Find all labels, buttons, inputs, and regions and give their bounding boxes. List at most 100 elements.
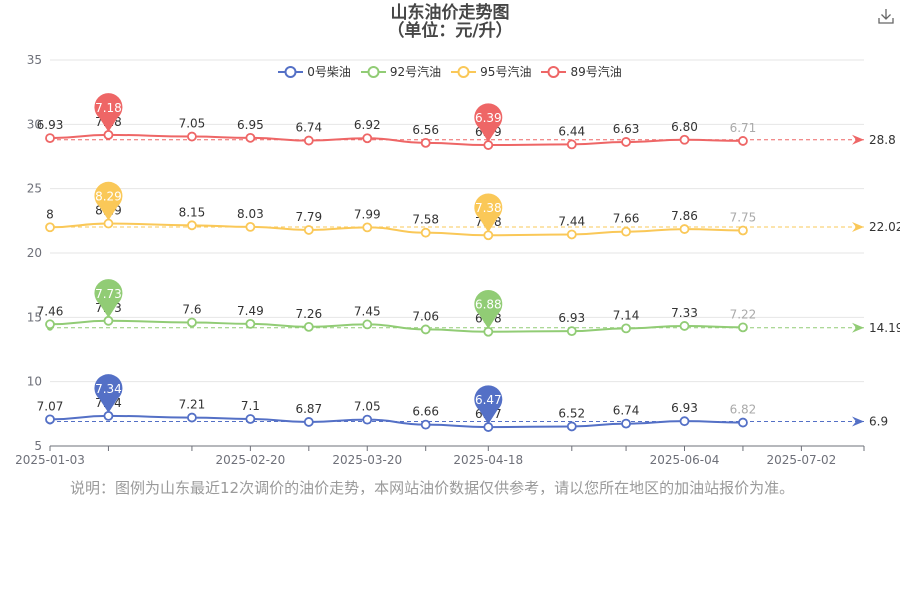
x-tick-label: 2025-03-20 [332, 453, 402, 467]
data-label: 6.93 [37, 118, 64, 132]
data-point [103, 410, 114, 421]
data-point [303, 417, 314, 427]
x-tick-label: 2025-04-18 [453, 453, 523, 467]
average-line-arrow [852, 416, 864, 427]
min-pin-label: 6.88 [475, 298, 502, 312]
data-point [679, 321, 690, 331]
data-label: 6.63 [613, 122, 640, 136]
max-pin [94, 93, 123, 132]
data-label: 6.82 [730, 403, 757, 417]
data-label: 7.99 [354, 207, 381, 221]
min-pin-label: 6.47 [475, 393, 502, 407]
data-point [738, 136, 748, 146]
data-label: 6.80 [671, 120, 698, 134]
data-point [566, 421, 577, 432]
data-point [420, 419, 431, 430]
legend-item[interactable]: 89号汽油 [541, 63, 622, 80]
data-label: 6.71 [730, 121, 757, 135]
data-point [362, 414, 373, 425]
data-point [420, 227, 431, 238]
data-point [303, 135, 314, 146]
average-line-arrow [852, 222, 864, 233]
data-point [362, 319, 373, 330]
data-label: 6.93 [558, 311, 585, 325]
y-tick-label: 25 [27, 182, 42, 196]
min-pin [474, 385, 503, 425]
data-label: 7.21 [179, 398, 206, 412]
max-pin [94, 374, 123, 413]
data-point [103, 315, 114, 326]
data-label: 6.74 [295, 121, 322, 135]
data-point [187, 412, 197, 423]
legend: 0号柴油 92号汽油 95号汽油 89号汽油 [0, 63, 900, 82]
data-point [420, 137, 431, 148]
data-point [245, 318, 256, 329]
data-label: 7.05 [179, 117, 206, 131]
data-label: 7.46 [37, 304, 64, 318]
data-label: 8.15 [179, 205, 206, 219]
data-point [187, 131, 197, 142]
data-label: 6.74 [613, 404, 640, 418]
data-label: 6.95 [237, 118, 264, 132]
data-point [303, 225, 314, 235]
data-label: 7.86 [671, 209, 698, 223]
average-line-arrow [852, 322, 864, 333]
data-label: 7.26 [295, 307, 322, 321]
data-label: 7.06 [412, 309, 439, 323]
data-label: 7.6 [182, 302, 201, 316]
data-point [621, 323, 631, 334]
y-tick-label: 10 [27, 375, 42, 389]
min-pin-label: 6.39 [475, 111, 502, 125]
legend-label: 0号柴油 [307, 65, 351, 79]
x-tick-label: 2025-02-20 [215, 453, 285, 467]
series-group: 28.8 6.93 7.18 7.05 6.95 6.74 6.92 6.56 6.39 6.44… [37, 93, 896, 150]
legend-line-circle-icon [451, 65, 477, 78]
data-point [187, 317, 197, 328]
average-line-arrow [852, 134, 864, 145]
x-tick-label: 2025-06-04 [650, 453, 720, 467]
y-tick-label: 30 [27, 117, 42, 131]
data-label: 6.93 [671, 401, 698, 415]
average-label: 14.19 [869, 321, 900, 335]
max-pin-label: 7.18 [95, 101, 122, 115]
series-group: 22.02 8 8.29 8.15 8.03 7.79 7.99 7.58 7.38 7.44 7.… [45, 181, 900, 241]
y-tick-label: 20 [27, 246, 42, 260]
data-label: 7.05 [354, 400, 381, 414]
legend-item[interactable]: 0号柴油 [278, 63, 351, 80]
data-label: 6.44 [558, 124, 585, 138]
download-button[interactable] [876, 6, 896, 26]
data-label: 6.52 [558, 406, 585, 420]
data-label: 7.33 [671, 306, 698, 320]
average-label: 28.8 [869, 133, 896, 147]
data-point [483, 422, 494, 432]
average-label: 22.02 [869, 220, 900, 234]
download-icon [878, 9, 894, 24]
y-tick-label: 35 [27, 53, 42, 67]
data-point [679, 416, 690, 427]
min-pin [474, 290, 503, 329]
data-label: 7.45 [354, 304, 381, 318]
data-point [621, 418, 631, 429]
data-point [738, 417, 748, 428]
legend-item[interactable]: 92号汽油 [360, 63, 442, 80]
data-label: 7.75 [730, 210, 757, 224]
data-label: 7.1 [241, 399, 260, 413]
data-label: 7.44 [558, 214, 585, 228]
data-point [103, 129, 114, 140]
data-label: 8.03 [237, 207, 264, 221]
legend-label: 92号汽油 [389, 65, 442, 79]
data-point [362, 222, 373, 233]
data-label: 7.79 [295, 210, 322, 224]
data-label: 7.07 [37, 399, 64, 413]
data-label: 6.87 [295, 402, 322, 416]
legend-line-circle-icon [278, 65, 304, 78]
max-pin-label: 8.29 [95, 190, 122, 204]
data-point [566, 229, 577, 240]
legend-item[interactable]: 95号汽油 [451, 63, 531, 80]
footnote: 说明：图例为山东最近12次调价的油价走势，本网站油价数据仅供参考，请以您所在地区… [70, 479, 795, 497]
data-point [103, 218, 114, 229]
data-label: 7.58 [412, 213, 439, 227]
min-pin-label: 7.38 [475, 201, 502, 215]
legend-line-circle-icon [360, 65, 386, 78]
